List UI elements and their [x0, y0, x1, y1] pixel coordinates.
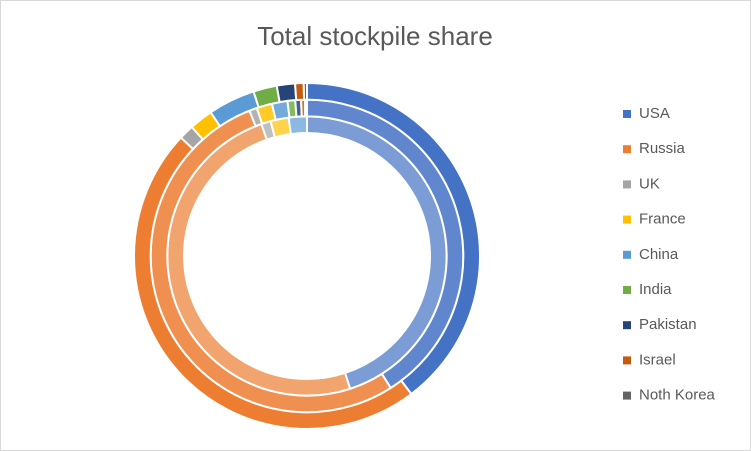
doughnut-segment — [302, 81, 308, 101]
legend-label: India — [639, 281, 672, 298]
legend-marker — [623, 215, 631, 224]
doughnut-segment — [304, 98, 308, 118]
legend-label: USA — [639, 105, 670, 122]
legend-label: Pakistan — [639, 316, 697, 333]
legend-label: Israel — [639, 351, 676, 368]
legend-label: Russia — [639, 140, 686, 157]
legend-label: China — [639, 246, 679, 263]
chart-title: Total stockpile share — [257, 21, 493, 51]
legend-marker — [623, 250, 631, 259]
doughnut-segment — [293, 82, 306, 102]
legend-label: UK — [639, 175, 660, 192]
legend-marker — [623, 356, 631, 365]
legend-marker — [623, 391, 631, 400]
legend-marker — [623, 110, 631, 118]
legend-marker — [623, 286, 631, 294]
legend-label: Noth Korea — [639, 387, 716, 404]
legend-marker — [623, 321, 631, 330]
legend-marker — [623, 180, 631, 189]
legend-marker — [623, 145, 631, 154]
doughnut-segment — [275, 82, 298, 104]
doughnut-segment — [287, 115, 308, 136]
legend-label: France — [639, 211, 686, 228]
